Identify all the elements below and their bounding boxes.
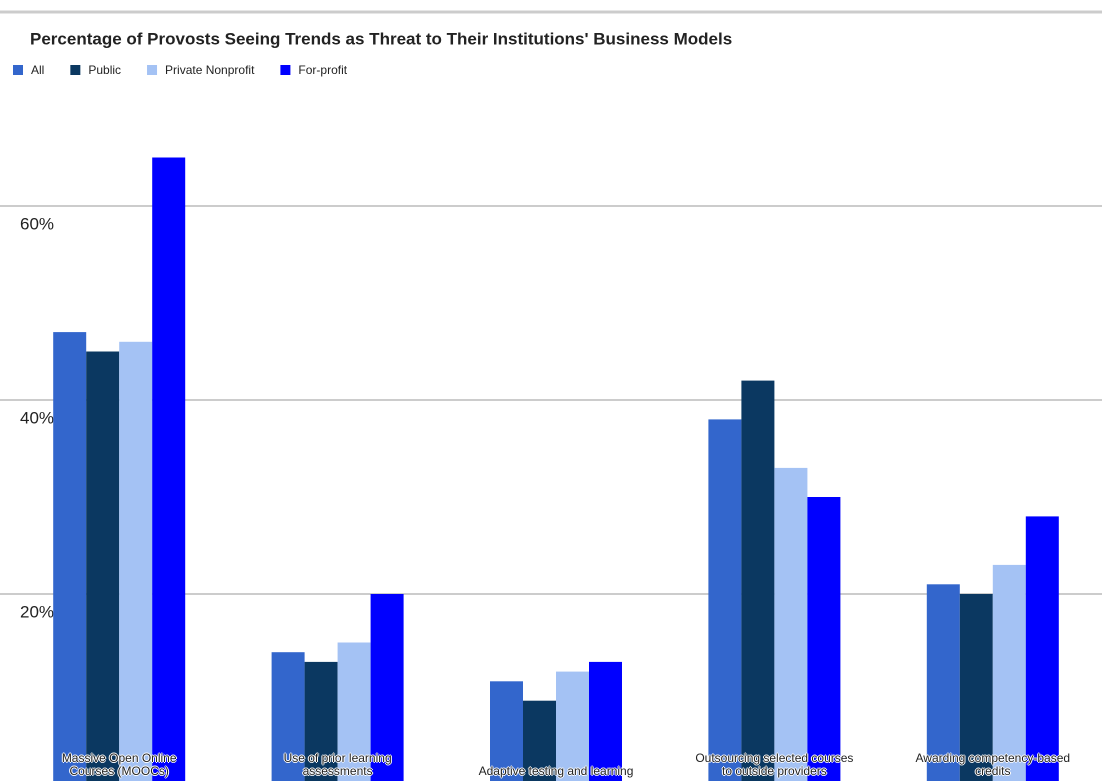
chart-title: Percentage of Provosts Seeing Trends as … — [30, 29, 732, 48]
legend-label: Private Nonprofit — [165, 63, 255, 77]
legend-label: For-profit — [298, 63, 347, 77]
bar — [523, 700, 556, 781]
legend-swatch — [70, 65, 81, 75]
bar — [959, 594, 993, 781]
bar — [556, 671, 589, 781]
bar — [1025, 516, 1059, 781]
bar — [589, 661, 622, 781]
x-tick-label: Massive Open Online Courses (MOOCs) — [61, 751, 177, 778]
bar — [152, 157, 186, 781]
legend-swatch — [280, 65, 291, 75]
y-tick-label: 60% — [20, 214, 54, 233]
y-tick-label: 20% — [20, 602, 54, 621]
legend-swatch — [13, 65, 23, 75]
bar — [741, 380, 775, 781]
bar — [926, 584, 960, 781]
bar — [774, 467, 808, 781]
legend-label: Public — [88, 63, 121, 77]
x-tick-label: Use of prior learning assessments — [283, 751, 392, 778]
x-tick-label: Adaptive testing and learning — [478, 764, 634, 778]
x-tick-label: Awarding competency-based credits — [915, 751, 1071, 778]
bar — [53, 332, 87, 781]
bar — [337, 642, 371, 781]
bar — [708, 419, 742, 781]
bar — [490, 681, 523, 781]
legend-swatch — [147, 65, 158, 75]
bar — [119, 341, 153, 781]
legend-label: All — [31, 63, 44, 77]
bar — [807, 497, 841, 781]
bar — [370, 594, 404, 781]
bar — [992, 564, 1026, 781]
bar — [86, 351, 120, 781]
bar — [271, 652, 305, 781]
bar — [304, 661, 338, 781]
y-tick-label: 40% — [20, 408, 54, 427]
x-tick-label: Outsourcing selected courses to outside … — [695, 751, 854, 778]
